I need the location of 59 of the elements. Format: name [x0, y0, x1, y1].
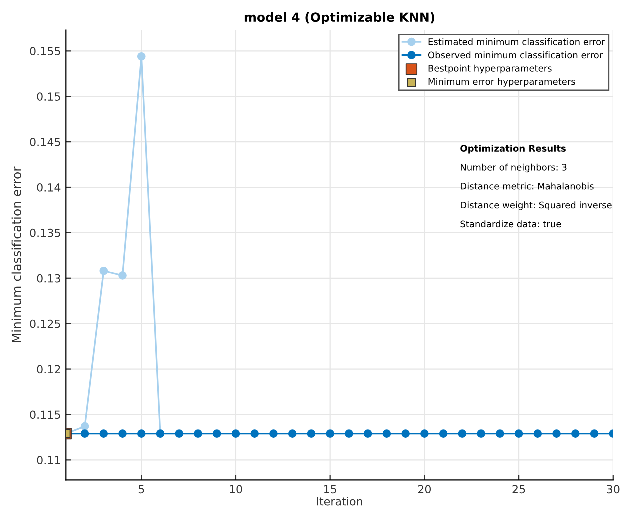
x-tick-label: 20	[418, 485, 432, 494]
annotation: Distance metric: Mahalanobis	[461, 182, 594, 190]
x-tick-label: 10	[230, 485, 242, 494]
legend-label: Observed minimum classification error	[428, 52, 604, 59]
point	[100, 430, 108, 438]
point	[571, 430, 580, 438]
point	[250, 430, 260, 438]
point	[477, 430, 486, 438]
point	[534, 430, 542, 438]
x-tick-label: 15	[324, 485, 336, 494]
y-tick-label: 0.11	[37, 456, 60, 465]
point	[212, 430, 222, 438]
x-tick-label: 25	[512, 485, 526, 494]
point	[552, 430, 561, 438]
y-tick-label: 0.155	[30, 47, 60, 56]
x-tick-label: 5	[138, 485, 144, 494]
point	[496, 430, 504, 438]
y-tick-label: 0.12	[37, 365, 60, 374]
y-axis-title: Minimum classification error	[12, 166, 22, 342]
point	[137, 52, 146, 61]
point	[364, 430, 372, 438]
point	[118, 272, 127, 280]
annotation: Optimization Results	[460, 144, 566, 154]
point	[382, 430, 392, 438]
y-tick-label: 0.125	[30, 320, 60, 328]
chart-title: model 4 (Optimizable KNN)	[244, 12, 435, 25]
x-tick-label: 30	[607, 485, 620, 494]
point	[288, 430, 297, 438]
y-tick-label: 0.15	[37, 92, 60, 101]
annotation: Standardize data: true	[460, 220, 562, 228]
point	[326, 430, 334, 438]
point	[307, 430, 316, 438]
point	[80, 422, 90, 431]
annotation: Distance weight: Squared inverse	[461, 202, 612, 210]
point	[100, 266, 108, 276]
point	[118, 430, 127, 438]
annotation: Number of neighbors: 3	[461, 164, 567, 173]
point	[420, 430, 429, 438]
point	[514, 430, 524, 438]
point	[175, 430, 184, 438]
point	[439, 430, 448, 438]
y-tick-label: 0.13	[37, 274, 60, 283]
y-tick-label: 0.115	[30, 410, 60, 420]
legend-label: Minimum error hyperparameters	[428, 78, 576, 87]
y-tick-label: 0.145	[30, 138, 60, 146]
legend-label: Bestpoint hyperparameters	[428, 64, 552, 74]
point	[137, 430, 146, 438]
point	[232, 430, 240, 438]
point	[345, 430, 354, 438]
point	[458, 430, 467, 438]
point	[270, 430, 278, 438]
y-tick-label: 0.135	[30, 228, 60, 238]
point	[590, 430, 599, 438]
point	[402, 430, 410, 438]
point	[80, 430, 90, 438]
point	[194, 430, 202, 438]
legend-label: Estimated minimum classification error	[428, 38, 606, 46]
x-axis-title: Iteration	[317, 497, 362, 506]
y-tick-label: 0.14	[37, 183, 61, 192]
